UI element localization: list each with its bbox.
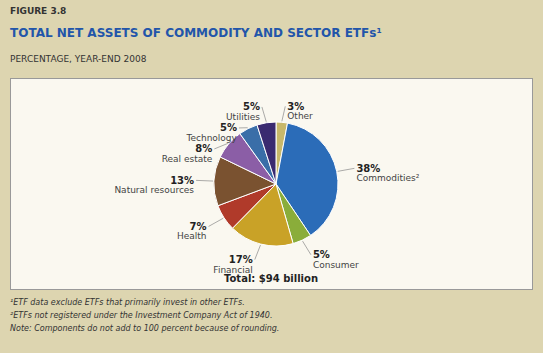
svg-text:Commodities²: Commodities² (356, 173, 419, 183)
html-text:¹ETF data exclude ETFs that pr: ¹ETF data exclude ETFs that primarily in… (10, 298, 245, 307)
svg-text:Other: Other (287, 111, 313, 121)
svg-text:Real estate: Real estate (162, 154, 213, 164)
svg-text:38%: 38% (356, 163, 380, 174)
svg-text:17%: 17% (229, 254, 253, 265)
svg-text:5%: 5% (243, 101, 260, 112)
svg-text:5%: 5% (313, 249, 330, 260)
svg-text:Financial: Financial (213, 265, 252, 275)
html-text:Note: Components do not add to: Note: Components do not add to 100 perce… (10, 324, 280, 333)
svg-text:Utilities: Utilities (226, 112, 260, 122)
html-text:²ETFs not registered under the: ²ETFs not registered under the Investmen… (10, 311, 273, 320)
html-text:FIGURE 3.8: FIGURE 3.8 (10, 6, 67, 16)
svg-text:Total: $94 billion: Total: $94 billion (224, 273, 318, 284)
html-text:PERCENTAGE, YEAR-END 2008: PERCENTAGE, YEAR-END 2008 (10, 54, 147, 64)
svg-text:13%: 13% (170, 175, 194, 186)
svg-text:Consumer: Consumer (313, 260, 359, 270)
svg-text:7%: 7% (190, 221, 207, 232)
svg-text:8%: 8% (195, 143, 212, 154)
svg-text:Natural resources: Natural resources (114, 185, 194, 195)
html-text:TOTAL NET ASSETS OF COMMODITY: TOTAL NET ASSETS OF COMMODITY AND SECTOR… (10, 26, 382, 40)
svg-text:5%: 5% (220, 122, 237, 133)
svg-text:Health: Health (177, 231, 207, 241)
svg-text:Technology: Technology (185, 133, 237, 143)
svg-text:3%: 3% (287, 101, 304, 112)
